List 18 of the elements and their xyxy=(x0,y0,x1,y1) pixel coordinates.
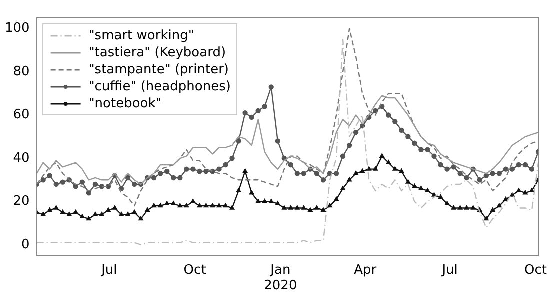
y-tick-label: 60 xyxy=(13,108,30,123)
y-tick-label: 40 xyxy=(13,150,30,166)
y-tick-label: 100 xyxy=(4,21,30,36)
y-tick-label: 80 xyxy=(13,64,30,80)
x-tick-label: Jul xyxy=(100,262,118,278)
y-tick-label: 0 xyxy=(22,237,30,252)
x-tick-label: Oct xyxy=(524,262,547,278)
y-tick-label: 20 xyxy=(13,194,30,210)
line-series xyxy=(36,28,538,207)
legend-label: "notebook" xyxy=(88,96,162,112)
x-tick-label: Oct xyxy=(184,262,206,278)
legend-label: "cuffie" (headphones) xyxy=(88,79,231,94)
x-tick-label: Jul xyxy=(441,262,458,278)
legend-label: "stampante" (printer) xyxy=(88,62,229,78)
x-tick-label: Jan 2020 xyxy=(264,262,298,294)
legend-label: "smart working" xyxy=(88,28,194,44)
x-tick-label: Apr xyxy=(354,262,378,278)
legend-label: "tastiera" (Keyboard) xyxy=(88,45,226,60)
